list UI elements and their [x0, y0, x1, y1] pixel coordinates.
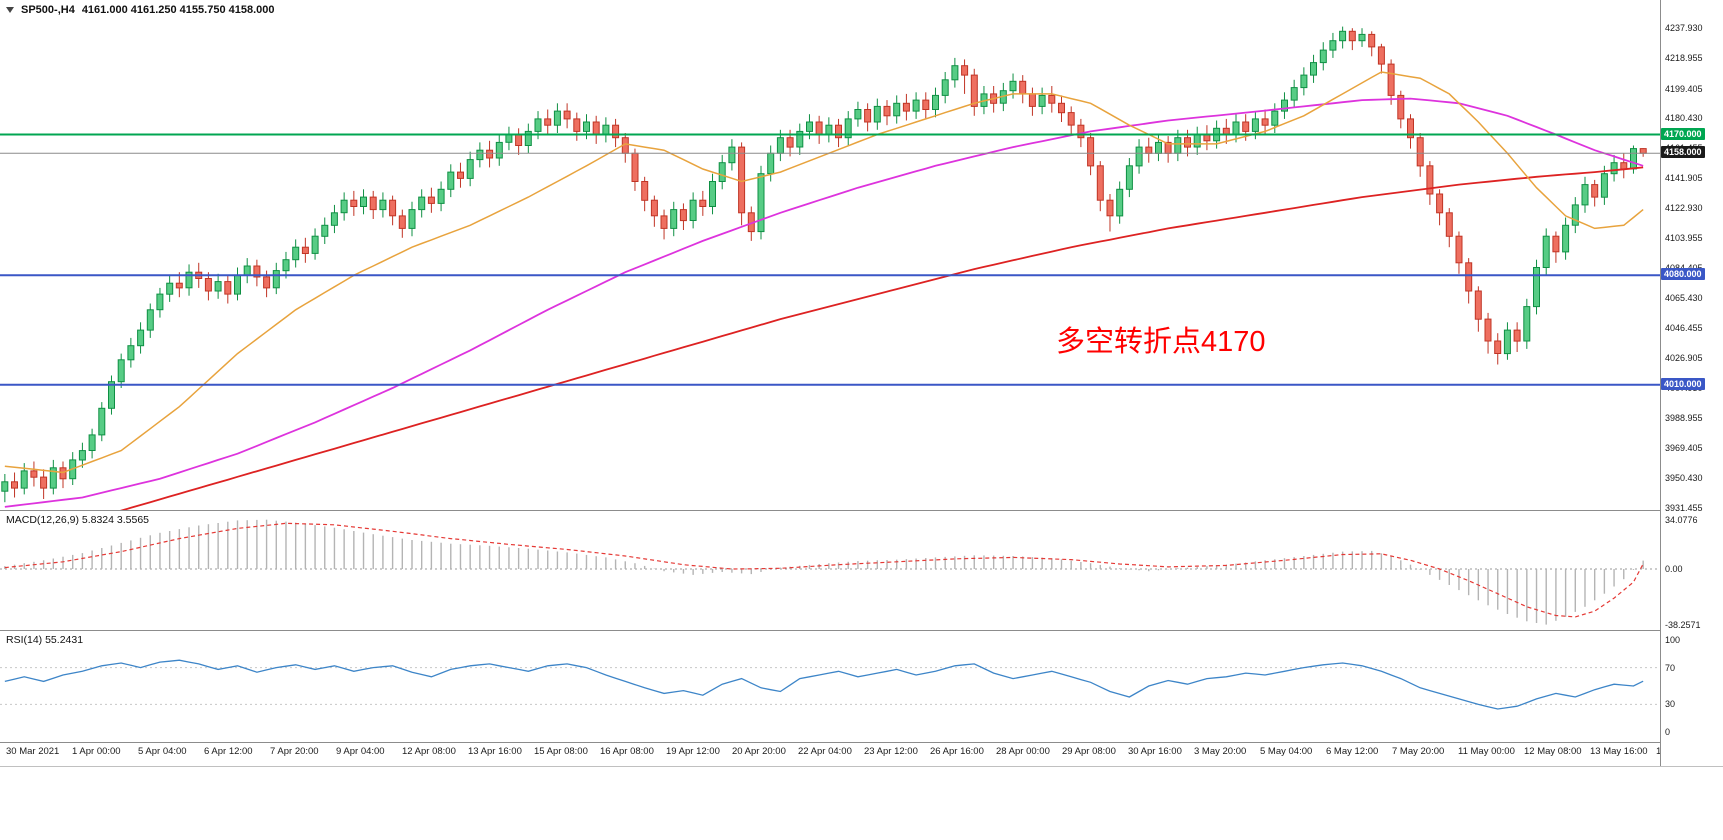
time-label: 6 Apr 12:00: [204, 746, 253, 757]
time-axis[interactable]: 30 Mar 2021 1 Apr 00:00 5 Apr 04:00 6 Apr 1…: [0, 744, 1723, 764]
price-tick-label: 4199.405: [1665, 83, 1703, 94]
price-tick-label: 4026.905: [1665, 353, 1703, 364]
time-label: 30 Mar 2021: [6, 746, 60, 757]
rsi-tick-label: 30: [1665, 699, 1676, 710]
support-line-2-price-label[interactable]: 4010.000: [1661, 377, 1705, 390]
price-tick-label: 4180.430: [1665, 113, 1703, 124]
rsi-tick-label: 0: [1665, 727, 1671, 737]
price-tick-label: 4122.930: [1665, 203, 1703, 214]
time-label: 11 May 00:00: [1458, 746, 1515, 757]
panel-separator: [0, 630, 1723, 631]
price-tick-label: 3950.430: [1665, 473, 1703, 484]
price-tick-label: 4103.955: [1665, 232, 1703, 243]
annotation-text: 多空转折点4170: [1056, 326, 1266, 358]
time-label: 12 Apr 08:00: [402, 746, 456, 757]
time-label: 19 Apr 12:00: [666, 746, 720, 757]
macd-tick-label: -38.2571: [1665, 619, 1701, 630]
time-label: 3 May 20:00: [1194, 746, 1247, 757]
time-label: 7 Apr 20:00: [270, 746, 319, 757]
time-label: 30 Apr 16:00: [1128, 746, 1182, 757]
time-label: 12 May 08:00: [1524, 746, 1582, 757]
macd-indicator-label: MACD(12,26,9) 5.8324 3.5565: [6, 514, 150, 526]
time-label: 15 Apr 08:00: [534, 746, 588, 757]
rsi-tick-label: 70: [1665, 662, 1676, 673]
chart-menu-icon[interactable]: [6, 7, 14, 13]
rsi-tick-label: 100: [1665, 635, 1681, 645]
macd-tick-label: 34.0776: [1665, 514, 1698, 525]
price-tick-label: 4237.930: [1665, 23, 1703, 34]
time-label: 20 Apr 20:00: [732, 746, 786, 757]
time-label: 29 Apr 08:00: [1062, 746, 1116, 757]
symbol-timeframe-label: SP500-,H4: [21, 4, 75, 16]
price-chart-canvas[interactable]: [0, 0, 1660, 510]
price-tick-label: 4218.955: [1665, 52, 1703, 63]
time-label: 13 May 16:00: [1590, 746, 1648, 757]
price-tick-label: 4141.905: [1665, 173, 1703, 184]
rsi-indicator-label: RSI(14) 55.2431: [6, 634, 84, 646]
price-tick-label: 4046.455: [1665, 322, 1703, 333]
rsi-canvas[interactable]: [0, 631, 1660, 742]
macd-canvas[interactable]: [0, 511, 1660, 630]
time-label: 26 Apr 16:00: [930, 746, 984, 757]
support-line-1-price-label[interactable]: 4080.000: [1661, 268, 1705, 281]
time-label: 7 May 20:00: [1392, 746, 1445, 757]
resistance-line-price-label[interactable]: 4170.000: [1661, 127, 1705, 140]
time-label: 9 Apr 04:00: [336, 746, 385, 757]
price-tick-label: 4065.430: [1665, 293, 1703, 304]
chart-header: SP500-,H4 4161.000 4161.250 4155.750 415…: [6, 4, 275, 16]
time-label: 6 May 12:00: [1326, 746, 1379, 757]
current-price-label[interactable]: 4158.000: [1661, 146, 1705, 159]
time-label: 5 May 04:00: [1260, 746, 1313, 757]
time-label: 23 Apr 12:00: [864, 746, 918, 757]
time-label: 16 Apr 08:00: [600, 746, 654, 757]
time-label: 28 Apr 00:00: [996, 746, 1050, 757]
time-label: 13 Apr 16:00: [468, 746, 522, 757]
price-tick-label: 3988.955: [1665, 412, 1703, 423]
panel-separator: [0, 510, 1723, 511]
price-axis[interactable]: 4237.9304218.9554199.4054180.4304161.455…: [1660, 0, 1723, 766]
macd-tick-label: 0.00: [1665, 564, 1683, 575]
price-tick-label: 3969.405: [1665, 443, 1703, 454]
panel-separator: [0, 742, 1723, 743]
time-label: 22 Apr 04:00: [798, 746, 852, 757]
price-tick-label: 3931.455: [1665, 502, 1703, 513]
bottom-separator: [0, 766, 1723, 767]
time-label: 1 Apr 00:00: [72, 746, 121, 757]
ohlc-values: 4161.000 4161.250 4155.750 4158.000: [81, 4, 275, 16]
time-label: 5 Apr 04:00: [138, 746, 187, 757]
